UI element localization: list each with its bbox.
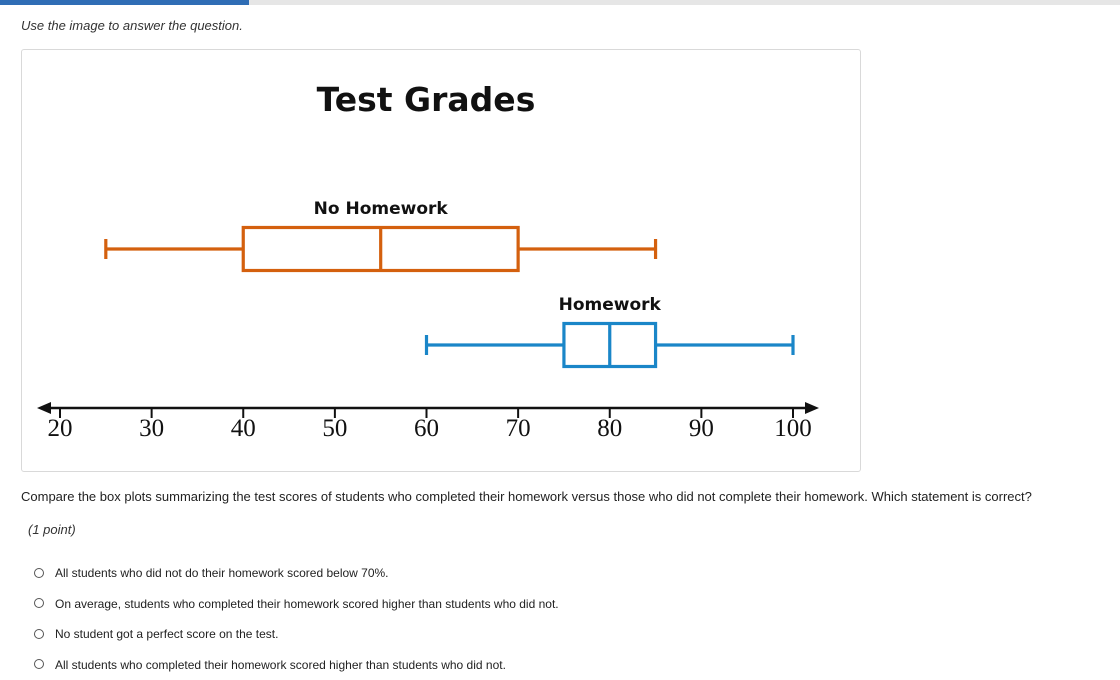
radio-button[interactable]: [34, 568, 44, 578]
answer-option-label: All students who did not do their homewo…: [55, 566, 389, 580]
progress-bar: [0, 0, 1120, 5]
answer-option[interactable]: All students who did not do their homewo…: [34, 558, 559, 589]
radio-button[interactable]: [34, 598, 44, 608]
series-label: No Homework: [314, 199, 449, 219]
answer-options: All students who did not do their homewo…: [34, 558, 559, 680]
tick-label: 80: [597, 415, 622, 442]
axis-arrow-right: [805, 402, 819, 414]
tick-label: 20: [48, 415, 73, 442]
radio-button[interactable]: [34, 629, 44, 639]
box-plot-chart: Test Grades No Homework Homework 20 30 40 50…: [22, 50, 862, 473]
tick-label: 50: [322, 415, 347, 442]
answer-option-label: All students who completed their homewor…: [55, 658, 506, 672]
box-plot-no-homework: No Homework: [106, 199, 656, 271]
chart-figure: Test Grades No Homework Homework 20 30 40 50…: [21, 49, 861, 472]
chart-title: Test Grades: [317, 80, 536, 119]
question-text: Compare the box plots summarizing the te…: [21, 489, 1032, 504]
tick-label: 90: [689, 415, 714, 442]
points-label: (1 point): [28, 522, 76, 537]
instruction-text: Use the image to answer the question.: [21, 18, 243, 33]
tick-label: 30: [139, 415, 164, 442]
tick-label: 70: [506, 415, 531, 442]
tick-label: 60: [414, 415, 439, 442]
series-label: Homework: [559, 295, 662, 315]
answer-option[interactable]: All students who completed their homewor…: [34, 650, 559, 680]
answer-option[interactable]: No student got a perfect score on the te…: [34, 619, 559, 650]
answer-option-label: No student got a perfect score on the te…: [55, 627, 278, 641]
radio-button[interactable]: [34, 659, 44, 669]
box-plot-homework: Homework: [427, 295, 794, 367]
progress-bar-fill: [0, 0, 249, 5]
tick-label: 40: [231, 415, 256, 442]
answer-option[interactable]: On average, students who completed their…: [34, 589, 559, 620]
answer-option-label: On average, students who completed their…: [55, 597, 559, 611]
tick-label: 100: [774, 415, 812, 442]
axis-arrow-left: [37, 402, 51, 414]
